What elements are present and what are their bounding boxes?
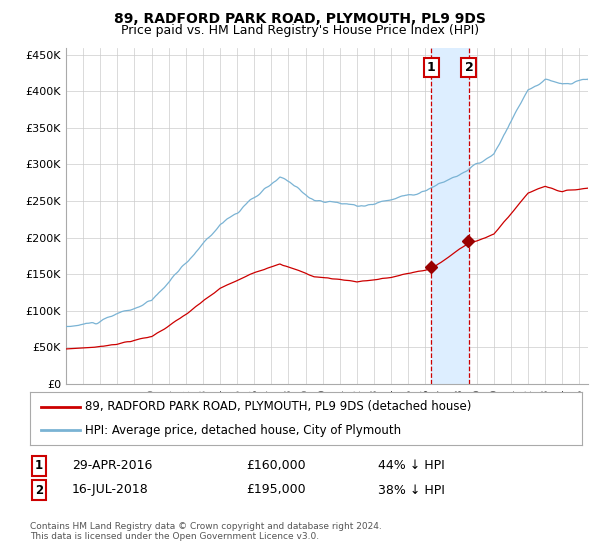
Text: 44% ↓ HPI: 44% ↓ HPI — [378, 459, 445, 473]
Text: 2: 2 — [464, 61, 473, 74]
Text: 1: 1 — [427, 61, 436, 74]
Text: 1: 1 — [35, 459, 43, 473]
Text: Contains HM Land Registry data © Crown copyright and database right 2024.
This d: Contains HM Land Registry data © Crown c… — [30, 522, 382, 542]
Text: 89, RADFORD PARK ROAD, PLYMOUTH, PL9 9DS (detached house): 89, RADFORD PARK ROAD, PLYMOUTH, PL9 9DS… — [85, 400, 472, 413]
Text: 16-JUL-2018: 16-JUL-2018 — [72, 483, 149, 497]
Text: Price paid vs. HM Land Registry's House Price Index (HPI): Price paid vs. HM Land Registry's House … — [121, 24, 479, 36]
Text: 2: 2 — [35, 483, 43, 497]
Text: £160,000: £160,000 — [246, 459, 305, 473]
Text: 38% ↓ HPI: 38% ↓ HPI — [378, 483, 445, 497]
Text: £195,000: £195,000 — [246, 483, 305, 497]
Bar — [431, 48, 469, 384]
Text: HPI: Average price, detached house, City of Plymouth: HPI: Average price, detached house, City… — [85, 424, 401, 437]
Text: 89, RADFORD PARK ROAD, PLYMOUTH, PL9 9DS: 89, RADFORD PARK ROAD, PLYMOUTH, PL9 9DS — [114, 12, 486, 26]
Text: 29-APR-2016: 29-APR-2016 — [72, 459, 152, 473]
